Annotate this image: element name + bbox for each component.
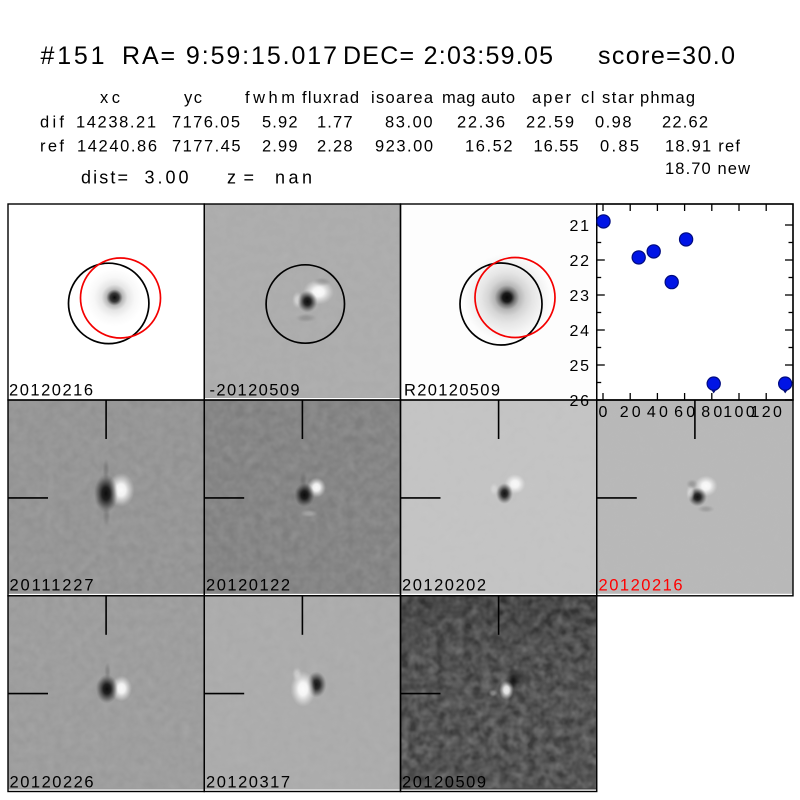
svg-text:dist=: dist= <box>81 168 128 188</box>
svg-text:923.00: 923.00 <box>375 138 433 156</box>
svg-text:0: 0 <box>599 404 608 421</box>
svg-text:0.85: 0.85 <box>600 138 639 156</box>
svg-text:23: 23 <box>570 288 590 305</box>
svg-text:1.77: 1.77 <box>317 114 353 132</box>
svg-text:20120216: 20120216 <box>9 382 93 400</box>
svg-text:20120509: 20120509 <box>402 774 486 792</box>
svg-text:score=30.0: score=30.0 <box>598 42 735 70</box>
svg-text:25: 25 <box>570 358 590 375</box>
svg-text:83.00: 83.00 <box>385 114 433 132</box>
svg-text:2.28: 2.28 <box>317 138 353 156</box>
svg-text:aper: aper <box>532 89 572 107</box>
svg-text:14240.86: 14240.86 <box>77 138 157 156</box>
svg-text:fwhm: fwhm <box>245 89 295 107</box>
svg-text:20111227: 20111227 <box>10 577 94 595</box>
svg-text:120: 120 <box>750 404 782 421</box>
svg-text:#151: #151 <box>41 42 105 70</box>
svg-text:22: 22 <box>570 253 590 270</box>
svg-text:fluxrad: fluxrad <box>302 89 359 107</box>
svg-text:ref: ref <box>40 138 64 156</box>
svg-text:-20120509: -20120509 <box>210 382 300 400</box>
svg-text:yc: yc <box>184 89 202 107</box>
svg-text:22.62: 22.62 <box>662 114 708 132</box>
svg-text:18.91 ref: 18.91 ref <box>665 138 740 156</box>
svg-text:0.98: 0.98 <box>595 114 632 132</box>
svg-text:22.36: 22.36 <box>457 114 505 132</box>
svg-text:20120122: 20120122 <box>206 577 290 595</box>
svg-text:18.70 new: 18.70 new <box>665 160 750 178</box>
svg-text:16.52: 16.52 <box>465 138 513 156</box>
svg-text:2.99: 2.99 <box>262 138 298 156</box>
svg-text:21: 21 <box>570 218 590 235</box>
svg-text:22.59: 22.59 <box>526 114 574 132</box>
svg-text:DEC= 2:03:59.05: DEC= 2:03:59.05 <box>343 42 553 70</box>
svg-text:phmag: phmag <box>640 89 695 107</box>
svg-text:20120226: 20120226 <box>10 774 94 792</box>
svg-text:mag auto: mag auto <box>442 89 515 107</box>
svg-text:5.92: 5.92 <box>262 114 298 132</box>
svg-text:R20120509: R20120509 <box>404 382 500 400</box>
svg-text:z=: z= <box>227 168 254 188</box>
svg-text:dif: dif <box>40 114 64 132</box>
svg-text:20120317: 20120317 <box>206 774 290 792</box>
svg-text:3.00: 3.00 <box>145 168 189 188</box>
svg-text:20120202: 20120202 <box>402 577 486 595</box>
svg-text:14238.21: 14238.21 <box>76 114 156 132</box>
svg-text:7177.45: 7177.45 <box>172 138 241 156</box>
svg-text:isoarea: isoarea <box>371 89 434 107</box>
svg-text:26: 26 <box>570 393 590 410</box>
svg-text:nan: nan <box>275 168 312 188</box>
svg-text:cl star: cl star <box>581 89 635 107</box>
svg-text:xc: xc <box>100 89 120 107</box>
svg-text:16.55: 16.55 <box>534 138 579 156</box>
svg-text:24: 24 <box>570 323 590 340</box>
svg-text:20120216: 20120216 <box>599 577 683 595</box>
svg-text:100: 100 <box>723 404 755 421</box>
svg-text:RA= 9:59:15.017: RA= 9:59:15.017 <box>122 42 337 70</box>
svg-text:7176.05: 7176.05 <box>172 114 240 132</box>
